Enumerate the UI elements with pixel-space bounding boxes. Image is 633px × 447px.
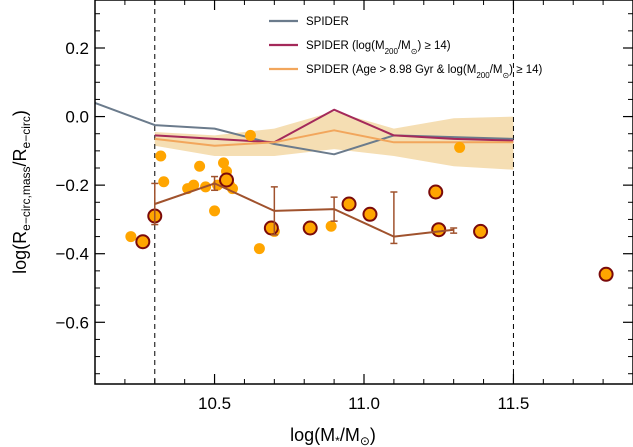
series-line-2: [154, 129, 514, 147]
x-tick-label: 11.0: [348, 394, 380, 413]
x-axis-title: log(M*/M⊙): [290, 425, 376, 447]
x-tick-label: 10.5: [198, 394, 231, 413]
legend-label: SPIDER (log(M200/M⊙) ≥ 14): [306, 40, 451, 56]
data-point: [454, 141, 466, 153]
outlined-data-point: [598, 266, 614, 282]
outlined-data-point: [428, 184, 444, 200]
ticks-layer: 10.5 11.0 11.5 −0.6 −0.4 −0.2 0.0 0.2: [55, 0, 633, 413]
data-point: [325, 220, 337, 232]
outlined-data-point: [263, 220, 279, 236]
data-point: [194, 160, 206, 172]
confidence-band-layer: [154, 111, 514, 170]
outlined-data-point: [219, 172, 235, 188]
legend-label: SPIDER: [306, 16, 349, 28]
data-point: [244, 129, 256, 141]
y-tick-label: −0.2: [55, 176, 89, 195]
legend-label: SPIDER (Age > 8.98 Gyr & log(M200/M⊙) ≥ …: [306, 64, 542, 80]
x-tick-label: 11.5: [498, 394, 530, 413]
data-point: [158, 176, 170, 188]
outlined-data-point: [341, 196, 357, 212]
points-layer: [125, 129, 614, 282]
data-point: [253, 243, 265, 255]
data-point: [188, 179, 200, 191]
outlined-data-point: [135, 234, 151, 250]
series-lines-layer: [95, 101, 514, 156]
outlined-data-point: [302, 220, 318, 236]
y-tick-label: 0.2: [65, 39, 89, 58]
y-tick-label: 0.0: [65, 108, 89, 127]
series-line-1: [154, 108, 514, 144]
series-line-0: [95, 101, 514, 156]
data-point: [125, 231, 137, 243]
confidence-band: [154, 111, 514, 170]
plot-frame: [94, 0, 633, 385]
y-tick-label: −0.4: [55, 245, 89, 264]
data-point: [155, 150, 167, 162]
median-line: [154, 182, 454, 238]
outlined-data-point: [473, 223, 489, 239]
errorbar-layer: [151, 175, 458, 245]
y-axis-title: log(Re−circ,mass/Re−circ): [10, 110, 33, 274]
outlined-data-point: [431, 222, 447, 238]
data-point: [209, 205, 221, 217]
outlined-data-point: [362, 206, 378, 222]
y-tick-label: −0.6: [55, 313, 89, 332]
legend: SPIDER SPIDER (log(M200/M⊙) ≥ 14) SPIDER (…: [269, 16, 542, 80]
data-point: [218, 157, 230, 169]
reference-lines-layer: [154, 0, 514, 384]
